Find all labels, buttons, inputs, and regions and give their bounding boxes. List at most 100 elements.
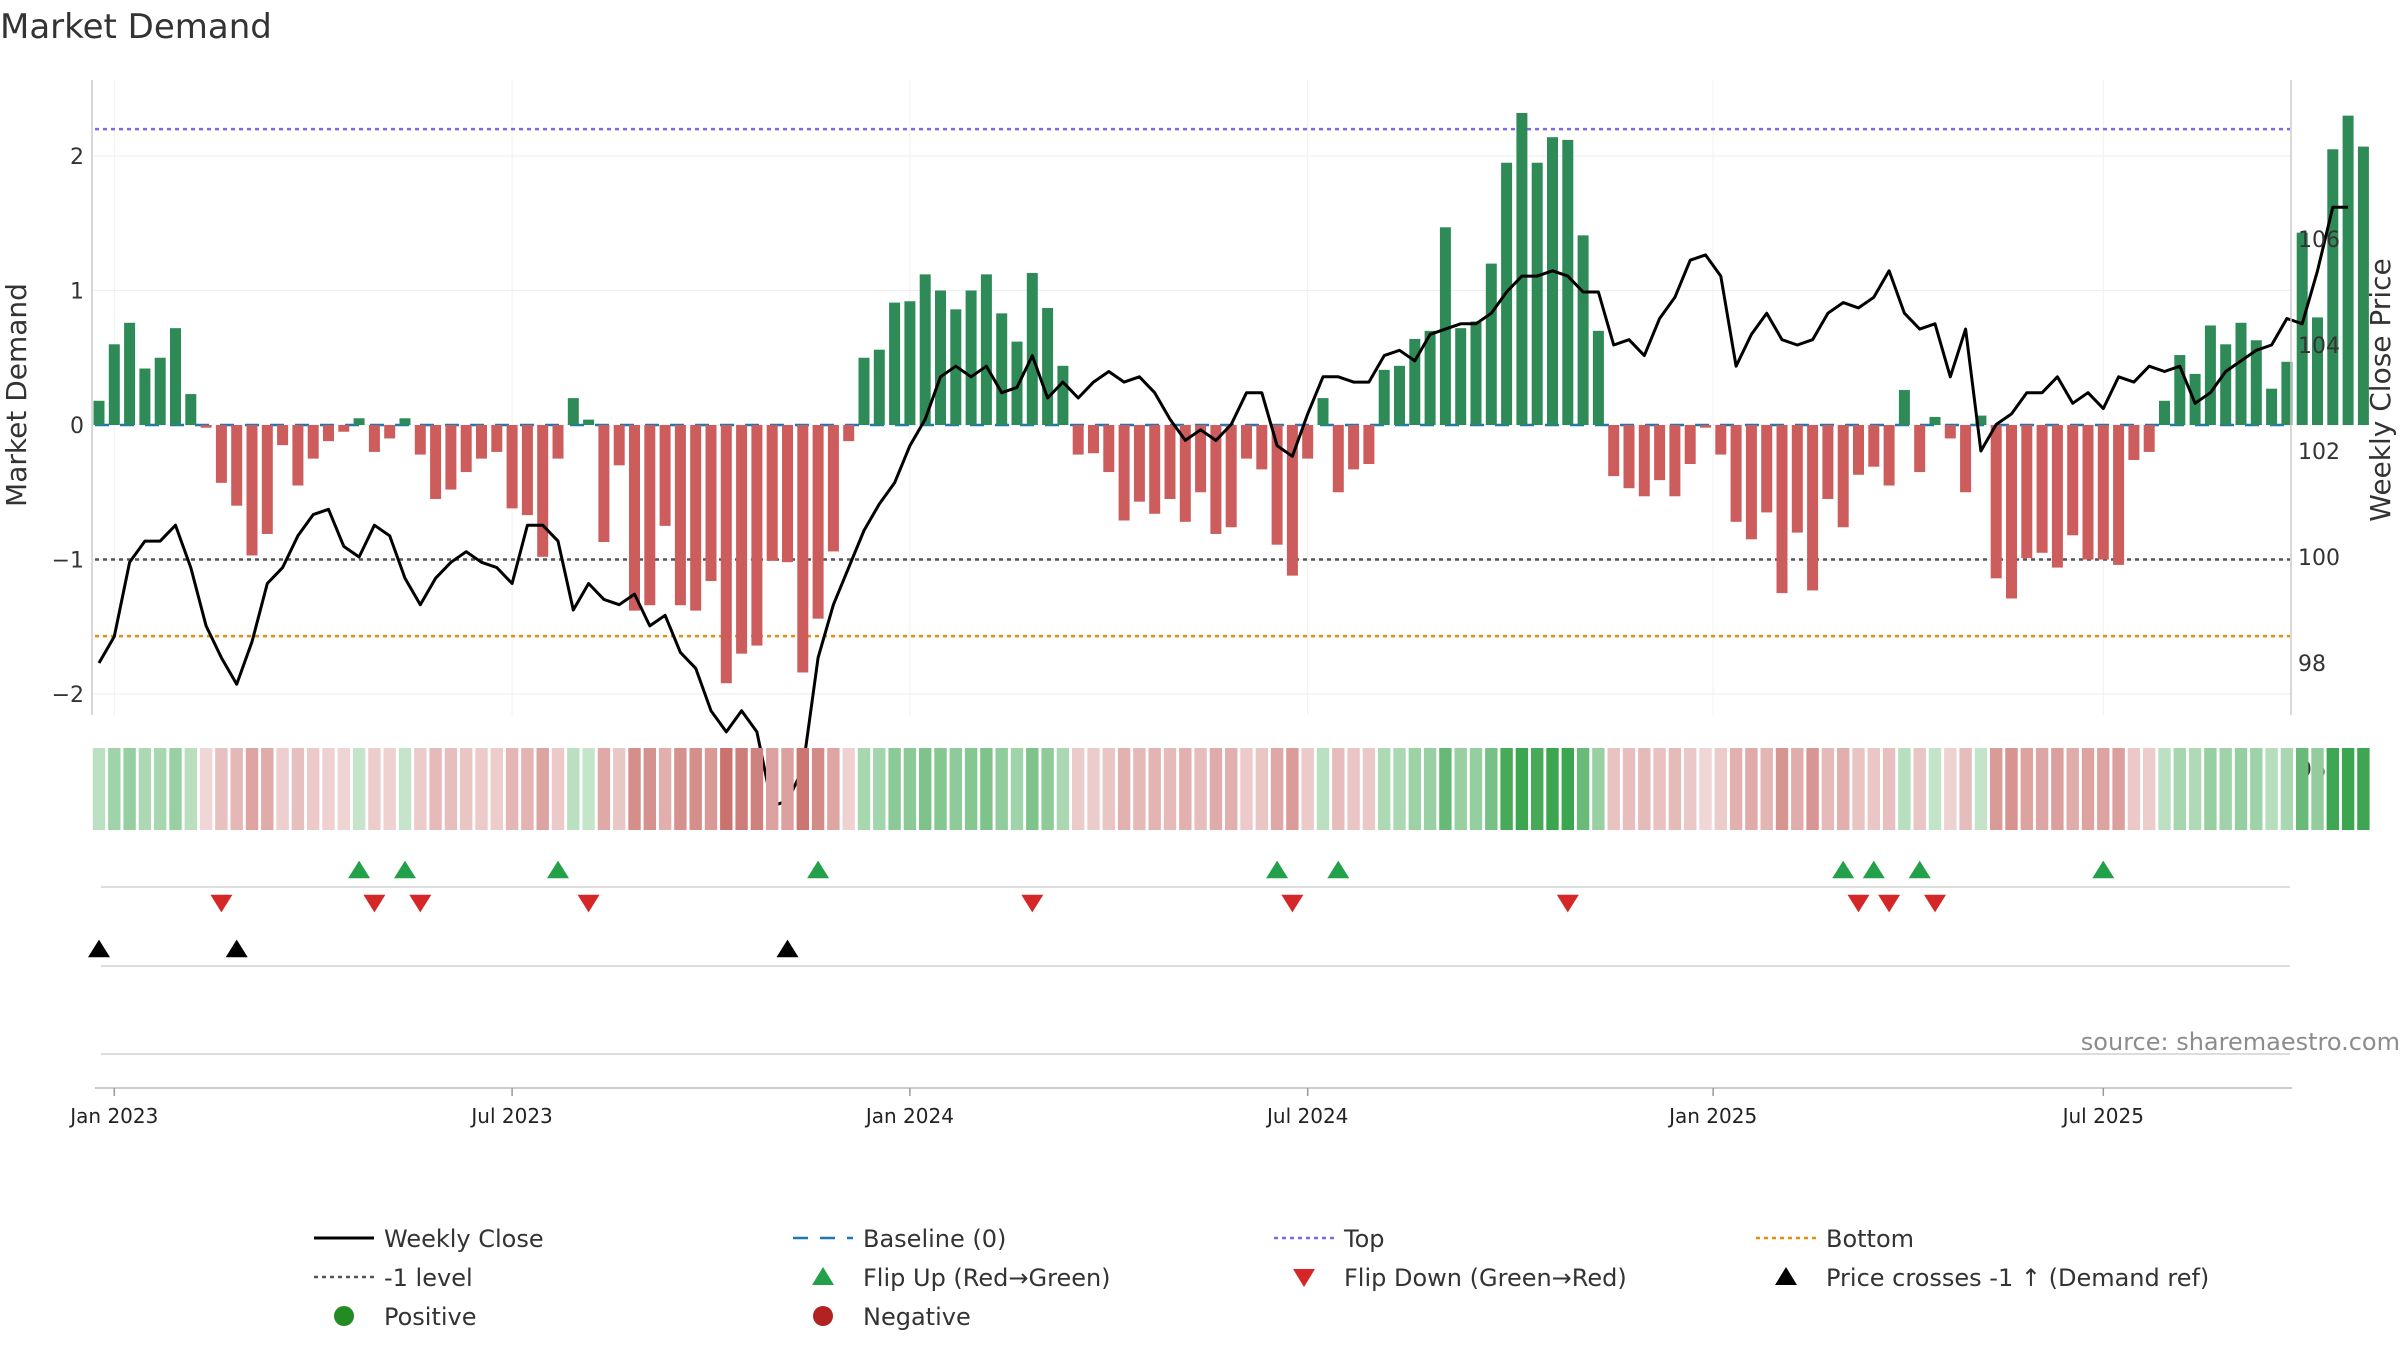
heat-cell [2158,748,2171,830]
demand-bar [1042,307,1054,425]
demand-bar [1669,425,1681,497]
demand-bar [1026,273,1038,425]
heat-cell [230,748,243,830]
demand-bar [843,425,855,442]
demand-bar [873,349,885,425]
demand-bar [1868,425,1880,467]
demand-bar [2266,388,2278,425]
heat-cell [964,748,978,830]
y2-tick-label: 106 [2298,228,2340,253]
heat-cell [1561,748,1574,830]
demand-bar [2082,425,2094,560]
y2-tick-label: 98 [2298,652,2326,677]
demand-bar [2357,146,2369,425]
x-tick-label: Jul 2023 [469,1104,552,1128]
heat-cell [1041,748,1054,830]
heat-cell [1898,748,1911,830]
demand-bar [185,394,197,425]
heat-cell [1791,748,1804,830]
heat-cell [108,748,121,830]
heat-cell [1347,748,1360,830]
heat-cell [1576,748,1590,830]
demand-bar [1853,425,1864,475]
heat-cell [322,748,335,830]
heat-cell [811,748,825,830]
heat-cell [643,748,656,830]
heat-cell [1990,748,2003,830]
demand-bar [2097,425,2109,560]
heat-cell [934,748,947,830]
heat-cell [1821,748,1835,830]
heat-cell [2250,748,2263,830]
demand-bar [2220,344,2232,425]
demand-bar [1914,425,1926,473]
demand-bar [1439,227,1451,425]
heat-cell [781,748,794,830]
heat-cell [2188,748,2202,830]
flip-up-marker [394,860,416,879]
heat-cell [995,748,1008,830]
demand-bar [1807,425,1819,591]
legend-label-negative: Negative [863,1303,971,1331]
demand-bar [1592,330,1604,425]
demand-bar [2296,232,2308,425]
demand-bar [1363,425,1375,465]
heat-cell [1775,748,1789,830]
heat-cell [307,748,320,830]
flip-up-marker [807,860,830,879]
demand-bar [1791,425,1803,533]
heat-cell [582,748,595,830]
heat-cell [2234,748,2248,830]
demand-bar [338,425,350,432]
demand-bar [2006,425,2017,599]
demand-bar [827,425,839,552]
demand-bar [246,425,258,556]
demand-bar [1256,425,1268,470]
heat-cell [658,748,672,830]
heat-cell [1454,748,1467,830]
price-cross-marker [776,939,799,958]
flip-up-marker [2092,860,2115,879]
heat-cell [383,748,396,830]
heat-cell [429,748,442,830]
demand-bar [200,425,212,428]
demand-bar [858,357,870,425]
demand-bar [1149,425,1161,514]
flip-up-marker [1832,860,1855,879]
heat-cell [1500,748,1513,830]
demand-bar [2250,340,2262,425]
heat-cell [1194,748,1207,830]
heat-cell [1240,748,1253,830]
heat-cell [444,748,458,830]
heat-cell [2066,748,2079,830]
demand-bar [1638,425,1650,497]
demand-bar [261,425,273,534]
heat-cell [2204,748,2217,830]
demand-bar [353,418,365,425]
demand-bar [1761,425,1773,513]
heat-cell [123,748,136,830]
demand-bar [1195,425,1207,493]
legend-label-positive: Positive [384,1303,477,1331]
heat-cell [796,748,809,830]
demand-bar [1485,263,1497,425]
demand-bar [1608,425,1620,477]
flip-down-marker [210,894,233,913]
demand-bar [1424,330,1436,425]
demand-bar [782,425,793,563]
heat-cell [873,748,886,830]
demand-bar [1577,235,1589,425]
y2-tick-label: 104 [2298,334,2340,359]
demand-bar [904,301,916,425]
heat-cell [1622,748,1636,830]
demand-bar [1133,425,1145,502]
flip-down-marker [1021,894,1044,913]
demand-bar [705,425,717,582]
heat-cell [1301,748,1314,830]
demand-bar [1700,425,1711,428]
demand-bar [996,313,1008,425]
heat-cell [276,748,289,830]
heat-cell [704,748,718,830]
heat-cell [2112,748,2125,830]
legend-swatch-negative [813,1306,833,1326]
